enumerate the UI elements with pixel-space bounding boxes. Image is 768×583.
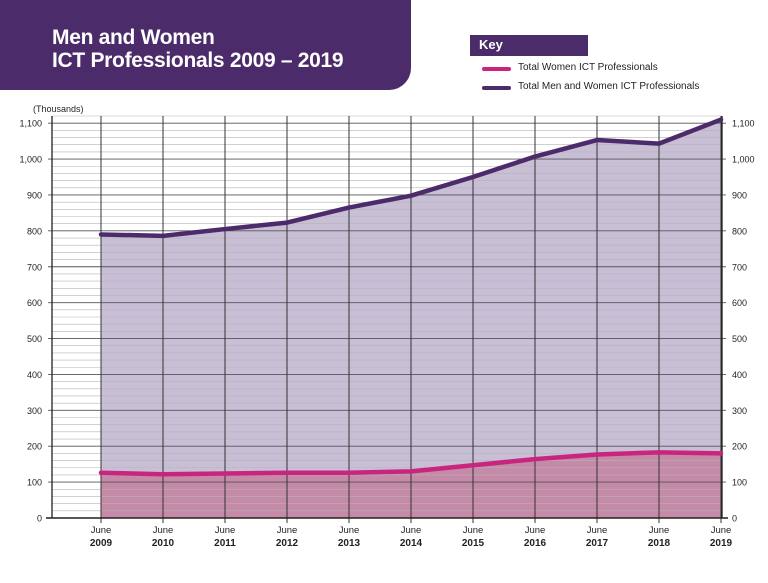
x-tick-label-month: June — [153, 525, 174, 536]
y-tick-label-left: 500 — [27, 334, 42, 344]
data-point-total — [161, 233, 165, 238]
x-tick-label-year: 2014 — [400, 538, 423, 549]
x-axis-labels: June 2009 June 2010 June 2011 June 2012 June 2013… — [90, 525, 733, 549]
x-tick-label-year: 2011 — [214, 538, 236, 549]
x-tick-label-month: June — [91, 525, 112, 536]
y-tick-label-left: 1,000 — [19, 155, 42, 165]
data-point-total — [533, 154, 537, 159]
data-point-total — [657, 141, 661, 146]
data-point-total — [285, 220, 289, 225]
x-tick-label-year: 2019 — [710, 538, 733, 549]
chart-title-line-2: ICT Professionals 2009 – 2019 — [52, 49, 344, 72]
y-tick-label-right: 500 — [732, 334, 747, 344]
x-tick-label-month: June — [711, 525, 732, 536]
data-point-women — [595, 452, 599, 457]
x-tick-label-year: 2018 — [648, 538, 671, 549]
y-tick-label-left: 700 — [27, 262, 42, 272]
data-point-women — [471, 463, 475, 468]
data-point-total — [223, 227, 227, 232]
data-point-women — [285, 470, 289, 475]
legend-key-header: Key — [470, 35, 588, 56]
x-tick-label-year: 2009 — [90, 538, 113, 549]
data-point-women — [657, 450, 661, 455]
y-tick-label-right: 800 — [732, 226, 747, 236]
y-tick-label-right: 0 — [732, 514, 737, 524]
x-tick-label-month: June — [215, 525, 236, 536]
data-point-total — [347, 205, 351, 210]
y-tick-label-left: 1,100 — [19, 119, 42, 129]
data-point-women — [99, 470, 103, 475]
x-tick-label-month: June — [525, 525, 546, 536]
legend-key-title: Key — [479, 37, 503, 52]
legend-swatch-total — [482, 86, 511, 90]
legend-swatch-women — [482, 67, 511, 71]
x-tick-label-month: June — [587, 525, 608, 536]
y-tick-label-right: 900 — [732, 190, 747, 200]
legend-label-total: Total Men and Women ICT Professionals — [518, 81, 700, 92]
x-tick-label-month: June — [277, 525, 298, 536]
legend-label-women: Total Women ICT Professionals — [518, 62, 658, 73]
x-tick-label-year: 2017 — [586, 538, 609, 549]
y-tick-label-right: 400 — [732, 370, 747, 380]
x-tick-label-year: 2015 — [462, 538, 485, 549]
y-tick-label-left: 200 — [27, 442, 42, 452]
data-point-women — [223, 471, 227, 476]
y-unit-label: (Thousands) — [33, 104, 84, 114]
x-tick-label-year: 2013 — [338, 538, 361, 549]
y-tick-label-left: 300 — [27, 406, 42, 416]
y-tick-label-left: 0 — [37, 514, 42, 524]
data-point-total — [471, 175, 475, 180]
x-tick-label-month: June — [339, 525, 360, 536]
data-point-women — [161, 472, 165, 477]
x-tick-label-month: June — [649, 525, 670, 536]
y-tick-label-left: 600 — [27, 298, 42, 308]
y-tick-label-right: 1,100 — [732, 119, 755, 129]
y-tick-label-left: 900 — [27, 190, 42, 200]
data-point-total — [99, 232, 103, 237]
x-tick-label-year: 2010 — [152, 538, 175, 549]
data-point-women — [409, 469, 413, 474]
data-point-women — [719, 451, 723, 456]
y-tick-label-right: 300 — [732, 406, 747, 416]
data-point-total — [719, 117, 723, 122]
data-point-women — [347, 470, 351, 475]
y-tick-label-left: 800 — [27, 226, 42, 236]
y-tick-label-right: 100 — [732, 478, 747, 488]
y-tick-label-right: 200 — [732, 442, 747, 452]
y-tick-label-right: 700 — [732, 262, 747, 272]
data-point-total — [595, 138, 599, 143]
data-point-women — [533, 457, 537, 462]
x-tick-label-month: June — [463, 525, 484, 536]
y-tick-label-right: 1,000 — [732, 155, 755, 165]
x-tick-label-month: June — [401, 525, 422, 536]
data-points — [99, 117, 723, 477]
major-gridlines: 0 0 100 100 200 200 300 300 400 400 500 500 600 600 70… — [19, 119, 754, 524]
x-tick-label-year: 2016 — [524, 538, 547, 549]
chart-title-line-1: Men and Women — [52, 26, 215, 49]
y-tick-label-left: 100 — [27, 478, 42, 488]
data-point-total — [409, 193, 413, 198]
y-tick-label-left: 400 — [27, 370, 42, 380]
y-tick-label-right: 600 — [732, 298, 747, 308]
title-banner: Men and Women ICT Professionals 2009 – 2… — [0, 0, 411, 90]
x-tick-label-year: 2012 — [276, 538, 299, 549]
